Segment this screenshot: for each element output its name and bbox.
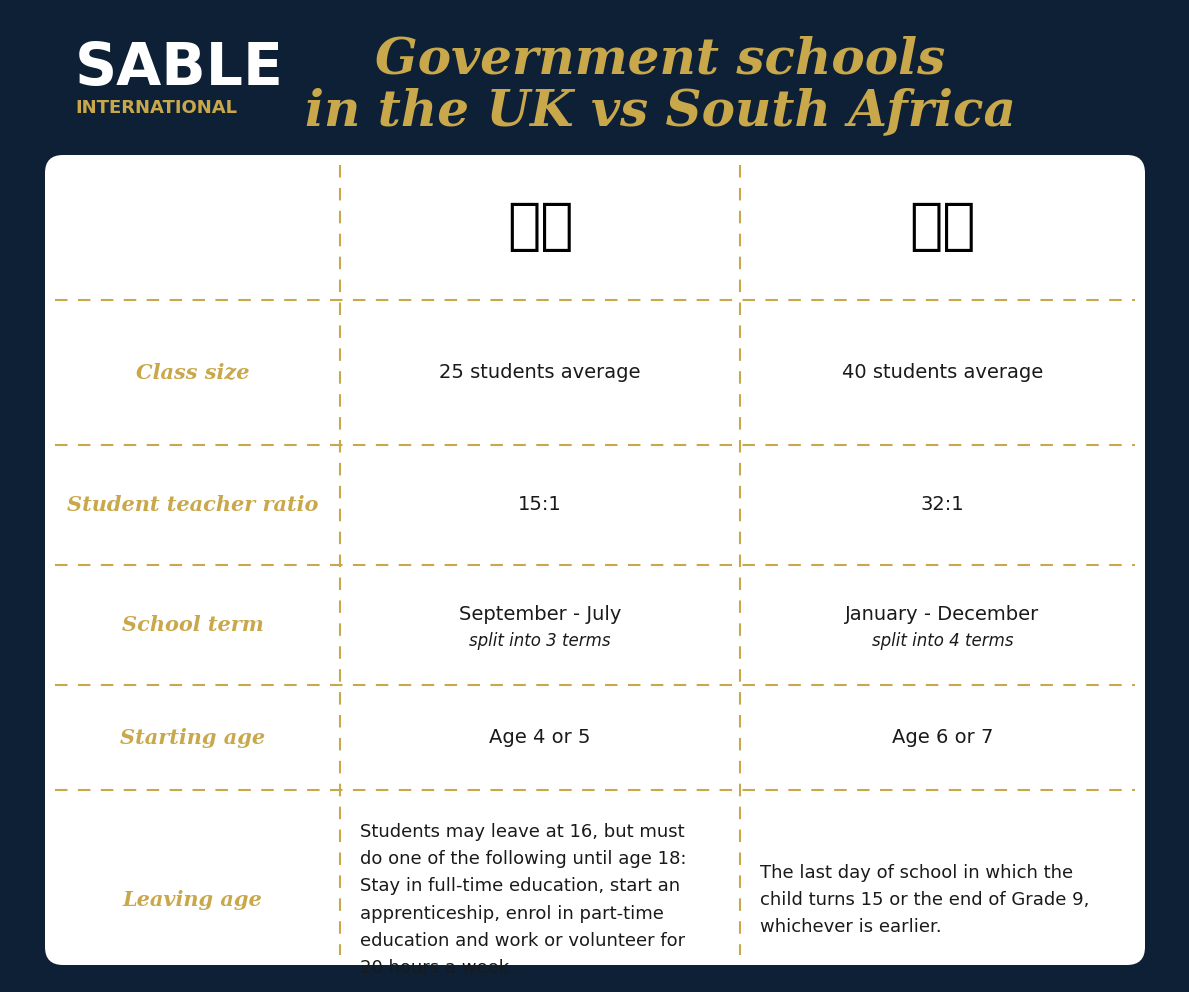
Text: School term: School term	[121, 615, 264, 635]
Text: in the UK vs South Africa: in the UK vs South Africa	[304, 87, 1015, 137]
Text: September - July: September - July	[459, 605, 621, 625]
Text: January - December: January - December	[845, 605, 1039, 625]
Text: Students may leave at 16, but must
do one of the following until age 18:
Stay in: Students may leave at 16, but must do on…	[360, 823, 686, 977]
Text: Starting age: Starting age	[120, 727, 265, 748]
FancyBboxPatch shape	[45, 155, 1145, 965]
Text: 🇬🇧: 🇬🇧	[507, 200, 573, 255]
Text: 25 students average: 25 students average	[439, 363, 641, 382]
Text: Leaving age: Leaving age	[122, 890, 263, 910]
Text: Student teacher ratio: Student teacher ratio	[67, 495, 319, 515]
Text: SABLE: SABLE	[75, 40, 284, 96]
Text: INTERNATIONAL: INTERNATIONAL	[75, 99, 237, 117]
Text: Class size: Class size	[136, 362, 250, 383]
Text: 40 students average: 40 students average	[842, 363, 1043, 382]
Text: Age 6 or 7: Age 6 or 7	[892, 728, 993, 747]
Text: Age 4 or 5: Age 4 or 5	[489, 728, 591, 747]
Text: The last day of school in which the
child turns 15 or the end of Grade 9,
whiche: The last day of school in which the chil…	[760, 864, 1089, 936]
Text: Government schools: Government schools	[375, 36, 945, 84]
Text: 32:1: 32:1	[920, 495, 964, 515]
Text: 🇿🇦: 🇿🇦	[910, 200, 976, 255]
Text: split into 4 terms: split into 4 terms	[872, 632, 1013, 650]
Text: split into 3 terms: split into 3 terms	[470, 632, 611, 650]
Text: 15:1: 15:1	[518, 495, 562, 515]
